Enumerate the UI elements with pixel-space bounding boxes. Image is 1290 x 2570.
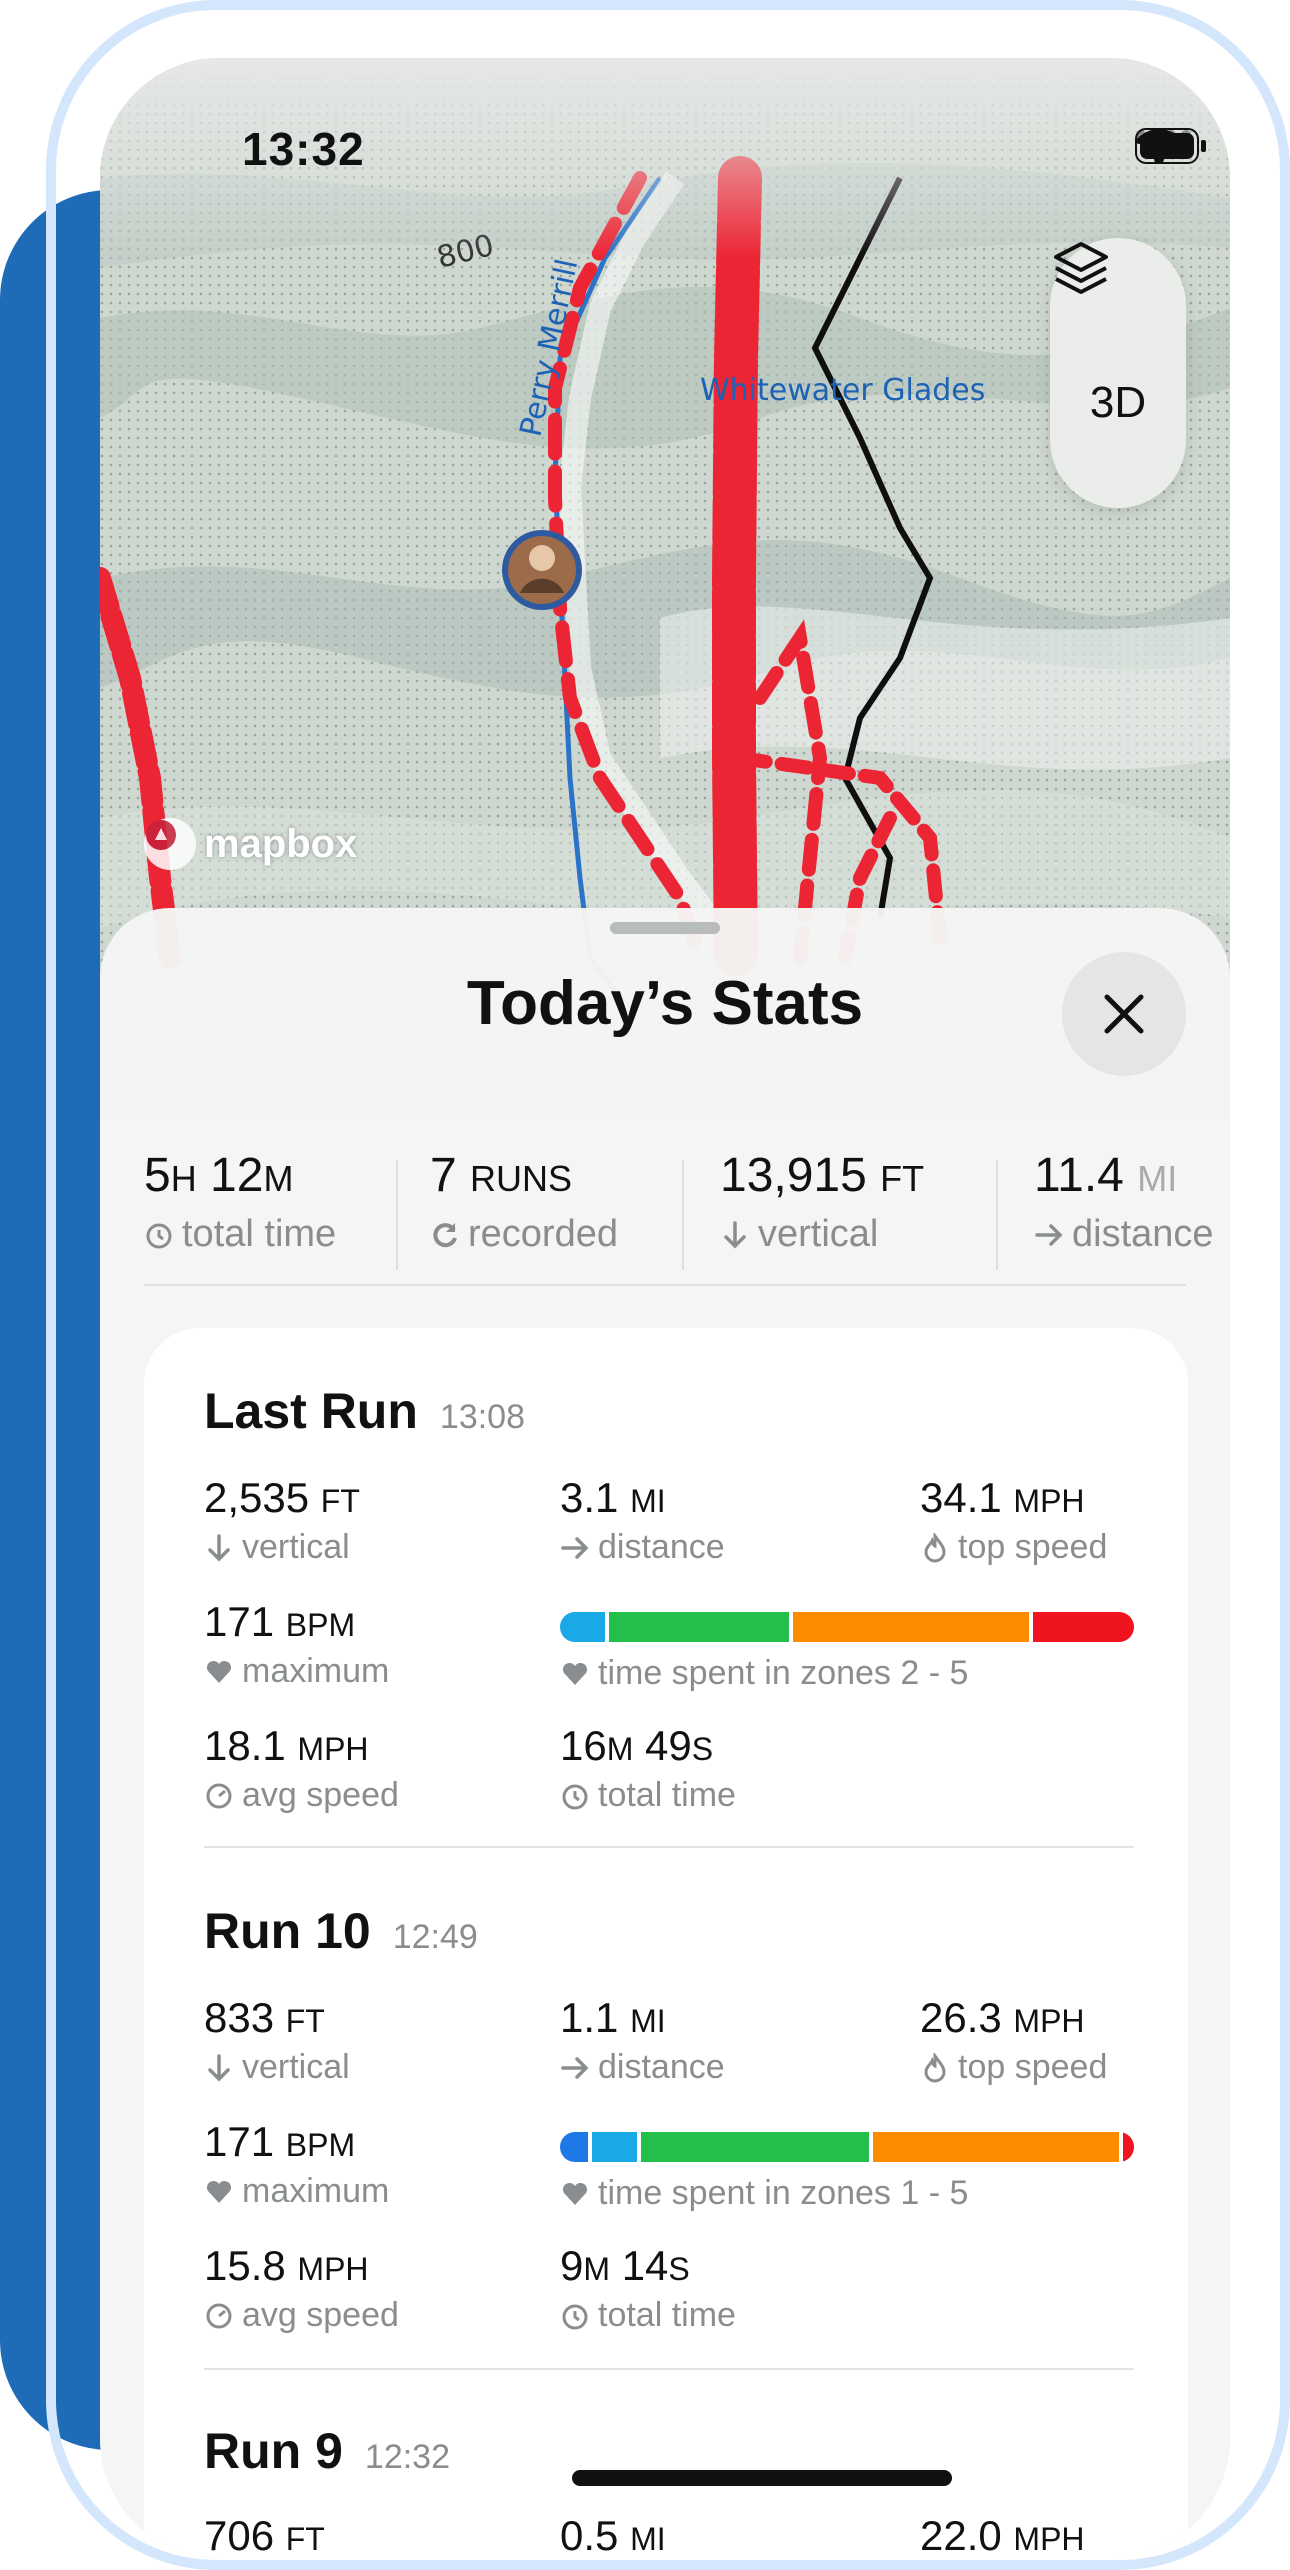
stat-total-time: 16M 49S total time — [560, 1722, 736, 1814]
speedometer-icon — [206, 2303, 232, 2328]
heart-rate-zone-bar — [560, 1612, 1134, 1642]
summary-value: 11.4 MI — [1034, 1149, 1178, 1202]
run-divider — [204, 2368, 1134, 2370]
close-icon — [1104, 994, 1144, 1034]
stat-max-heart-rate: 171 BPM maximum — [204, 2118, 390, 2210]
status-time: 13:32 — [242, 123, 365, 175]
stat-top-speed: 22.0 MPH — [920, 2512, 1085, 2558]
summary-divider — [682, 1160, 684, 1270]
arrow-down-icon — [208, 1533, 230, 1561]
clock-icon — [562, 2304, 588, 2329]
zone-segment — [1032, 1612, 1134, 1642]
phone-screen: 800 Perry Merrill Whitewater Glades 13:3… — [100, 58, 1230, 2558]
stats-sheet: Today’s Stats 5H 12M total time — [100, 908, 1230, 2558]
mapbox-logo-text: mapbox — [204, 821, 358, 866]
summary-distance: 11.4 MI distance — [1034, 1148, 1214, 1256]
run-divider — [204, 1846, 1134, 1848]
refresh-icon — [433, 1222, 457, 1247]
sheet-grabber[interactable] — [610, 922, 720, 934]
zone-segment — [640, 2132, 870, 2162]
arrow-right-icon — [1035, 1223, 1063, 1246]
stat-zones-caption: time spent in zones 1 - 5 — [560, 2174, 968, 2213]
run-entry[interactable]: Run 10 12:49 833 FT vertical 1.1 MI dist… — [204, 1902, 1134, 2334]
summary-label: total time — [144, 1213, 336, 1256]
stat-vertical: 2,535 FT vertical — [204, 1474, 360, 1566]
summary-divider — [996, 1160, 998, 1270]
stat-distance: 1.1 MI distance — [560, 1994, 725, 2086]
stat-top-speed: 34.1 MPH top speed — [920, 1474, 1108, 1566]
speedometer-icon — [206, 1783, 232, 1808]
device-outline — [46, 0, 1290, 2570]
user-location-avatar[interactable] — [502, 530, 582, 610]
summary-runs: 7 RUNS recorded — [430, 1148, 618, 1256]
zone-segment — [591, 2132, 637, 2162]
mapbox-logo-icon — [144, 818, 196, 870]
stat-vertical: 833 FT vertical — [204, 1994, 350, 2086]
arrow-down-icon — [208, 2053, 230, 2081]
heart-icon — [206, 1660, 232, 1683]
summary-total-time: 5H 12M total time — [144, 1148, 336, 1256]
map-controls: 3D — [1050, 238, 1186, 508]
mapbox-attribution[interactable]: mapbox — [144, 818, 357, 870]
stat-vertical: 706 FT — [204, 2512, 325, 2558]
run-title: Run 10 — [204, 1903, 371, 1959]
summary-label: recorded — [430, 1213, 618, 1256]
layers-button[interactable] — [1054, 242, 1158, 348]
run-time: 12:49 — [392, 1918, 478, 1956]
stat-max-heart-rate: 171 BPM maximum — [204, 1598, 390, 1690]
run-title: Last Run — [204, 1383, 418, 1439]
stat-avg-speed: 18.1 MPH avg speed — [204, 1722, 399, 1814]
stat-total-time: 9M 14S total time — [560, 2242, 736, 2334]
heart-icon — [206, 2180, 232, 2203]
run-header: Run 9 12:32 — [204, 2422, 1134, 2480]
stat-zones-caption: time spent in zones 2 - 5 — [560, 1654, 968, 1693]
clock-icon — [146, 1223, 172, 1248]
stat-top-speed: 26.3 MPH top speed — [920, 1994, 1108, 2086]
run-time: 13:08 — [439, 1398, 525, 1436]
summary-rule — [144, 1284, 1186, 1286]
home-indicator[interactable] — [572, 2470, 952, 2486]
run-header: Run 10 12:49 — [204, 1902, 1134, 1960]
run-time: 12:32 — [364, 2438, 450, 2476]
clock-icon — [562, 1784, 588, 1809]
summary-value: 13,915 FT — [720, 1149, 925, 1202]
stat-distance: 0.5 MI — [560, 2512, 666, 2558]
summary-divider — [396, 1160, 398, 1270]
summary-value: 5H 12M — [144, 1149, 294, 1202]
zone-segment — [792, 1612, 1029, 1642]
stat-distance: 3.1 MI distance — [560, 1474, 725, 1566]
run-title: Run 9 — [204, 2423, 343, 2479]
zone-segment — [608, 1612, 789, 1642]
arrow-right-icon — [561, 1536, 589, 1559]
run-entry[interactable]: Run 9 12:32 706 FT 0.5 MI 22.0 MPH — [204, 2422, 1134, 2558]
summary-label: vertical — [720, 1213, 924, 1256]
arrow-right-icon — [561, 2056, 589, 2079]
status-bar: 13:32 — [100, 58, 1230, 178]
layers-icon — [1054, 242, 1108, 294]
arrow-down-icon — [724, 1220, 746, 1248]
heart-icon — [562, 1662, 588, 1685]
close-button[interactable] — [1062, 952, 1186, 1076]
heart-rate-zone-bar — [560, 2132, 1134, 2162]
flame-icon — [924, 2052, 946, 2082]
3d-toggle-button[interactable]: 3D — [1089, 378, 1147, 427]
run-header: Last Run 13:08 — [204, 1382, 1134, 1440]
summary-strip[interactable]: 5H 12M total time 7 RUNS recorded — [100, 1148, 1230, 1298]
stat-avg-speed: 15.8 MPH avg speed — [204, 2242, 399, 2334]
zone-segment — [873, 2132, 1119, 2162]
zone-segment — [1122, 2132, 1134, 2162]
heart-icon — [562, 2182, 588, 2205]
sheet-title: Today’s Stats — [466, 969, 864, 1038]
summary-label: distance — [1034, 1213, 1214, 1256]
summary-value: 7 RUNS — [430, 1149, 573, 1202]
battery-icon — [1135, 128, 1206, 164]
runs-card: Last Run 13:08 2,535 FT vertical 3.1 MI … — [144, 1328, 1188, 2558]
flame-icon — [924, 1532, 946, 1562]
trail-label-whitewater-glades: Whitewater Glades — [700, 373, 985, 408]
zone-segment — [560, 1612, 605, 1642]
run-entry[interactable]: Last Run 13:08 2,535 FT vertical 3.1 MI … — [204, 1382, 1134, 1814]
zone-segment — [560, 2132, 588, 2162]
summary-vertical: 13,915 FT vertical — [720, 1148, 924, 1256]
